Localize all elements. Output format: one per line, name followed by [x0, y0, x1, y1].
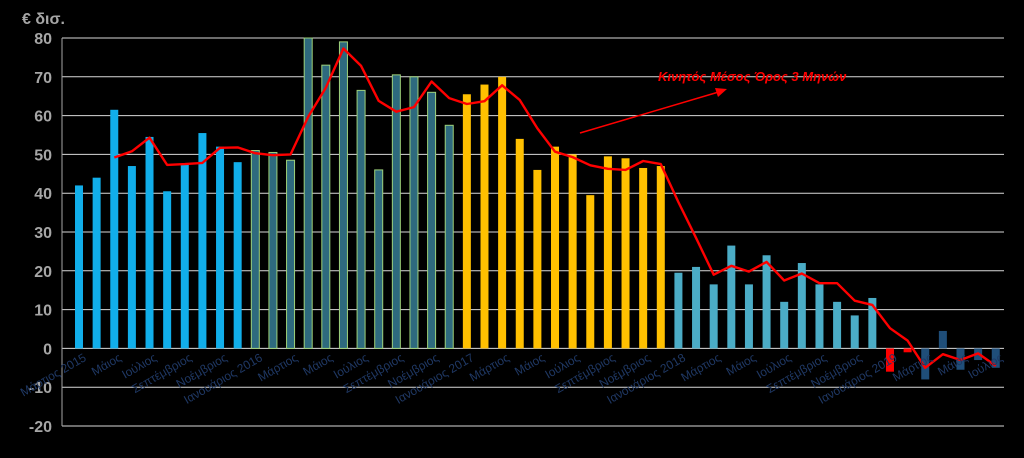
- bar: [780, 301, 789, 349]
- bar: [409, 76, 419, 349]
- bar: [533, 169, 542, 349]
- moving-average-line: [113, 47, 997, 369]
- bar: [727, 245, 736, 349]
- y-tick-label: 0: [43, 341, 52, 358]
- x-tick-label: Μάρτιος: [679, 350, 724, 384]
- bar: [833, 301, 842, 349]
- bar: [850, 315, 859, 349]
- y-tick-label: 20: [34, 264, 52, 281]
- bars: [75, 37, 1000, 380]
- x-tick-label: Μάρτιος: [255, 350, 300, 384]
- y-tick-label: 30: [34, 225, 52, 242]
- y-axis-ticks: -20 -10 0 10 20 30 40 50 60 70 80: [29, 31, 52, 436]
- bar: [163, 191, 172, 349]
- y-tick-label: 60: [34, 109, 52, 126]
- bar: [744, 284, 753, 349]
- bar: [338, 41, 348, 349]
- bar: [374, 169, 384, 349]
- moving-average-annotation: Κινητός Μέσος Όρος 3 Μηνών: [658, 69, 847, 84]
- y-tick-label: 70: [34, 70, 52, 87]
- bar: [145, 136, 154, 349]
- y-tick-label: -10: [29, 380, 52, 397]
- x-tick-label: Μάιος: [512, 350, 547, 378]
- bar: [621, 158, 630, 349]
- bar: [674, 272, 683, 349]
- bar: [603, 156, 612, 349]
- bar: [198, 133, 207, 349]
- annotation-arrowhead: [715, 88, 727, 97]
- bar: [444, 124, 454, 349]
- annotation-arrow: [579, 90, 723, 134]
- annotation-group: Κινητός Μέσος Όρος 3 Μηνών: [579, 69, 847, 134]
- bar: [233, 162, 242, 349]
- bar: [938, 330, 947, 349]
- bar: [797, 263, 806, 349]
- bar: [639, 167, 648, 349]
- bar: [480, 84, 489, 349]
- bar: [515, 138, 524, 349]
- bar: [692, 266, 701, 349]
- y-tick-label: 10: [34, 303, 52, 320]
- x-tick-label: Μάιος: [724, 350, 759, 378]
- x-tick-label: Μάιος: [301, 350, 336, 378]
- bar: [709, 284, 718, 349]
- bar: [268, 151, 278, 349]
- bar: [868, 297, 877, 349]
- y-tick-label: 80: [34, 31, 52, 48]
- x-tick-label: Μάιος: [89, 350, 124, 378]
- bar: [498, 76, 507, 349]
- bar: [303, 37, 313, 349]
- y-tick-label: 40: [34, 186, 52, 203]
- bar: [656, 166, 665, 349]
- bar: [991, 348, 1000, 368]
- bar: [815, 284, 824, 349]
- bar: [216, 146, 225, 349]
- bar: [321, 64, 331, 349]
- bar: [250, 150, 260, 349]
- y-axis-unit-label: € δισ.: [22, 11, 65, 28]
- bar: [551, 146, 560, 349]
- y-tick-label: 50: [34, 147, 52, 164]
- bar: [110, 109, 119, 349]
- x-axis-ticks: Μάρτιος 2015 ΜάιοςΙούλιοςΣεπτέμβριοςΝοέμβ…: [18, 350, 1006, 407]
- y-tick-label: -20: [29, 419, 52, 436]
- bar: [427, 91, 437, 349]
- bar: [462, 94, 471, 349]
- bar: [356, 89, 366, 349]
- x-tick-label: Μάρτιος: [467, 350, 512, 384]
- moving-average-series: [113, 47, 997, 369]
- bar: [921, 348, 930, 380]
- bar: [75, 185, 83, 349]
- bar: [568, 154, 577, 349]
- bar: [286, 159, 296, 349]
- bar: [127, 166, 136, 349]
- bar: [762, 255, 771, 349]
- x-tick-label: Μάρτιος 2015: [18, 350, 89, 399]
- bar: [92, 177, 101, 349]
- bar: [180, 164, 189, 349]
- bar: [586, 195, 595, 349]
- bar: [903, 348, 912, 353]
- bar: [885, 348, 894, 372]
- bar: [391, 74, 401, 349]
